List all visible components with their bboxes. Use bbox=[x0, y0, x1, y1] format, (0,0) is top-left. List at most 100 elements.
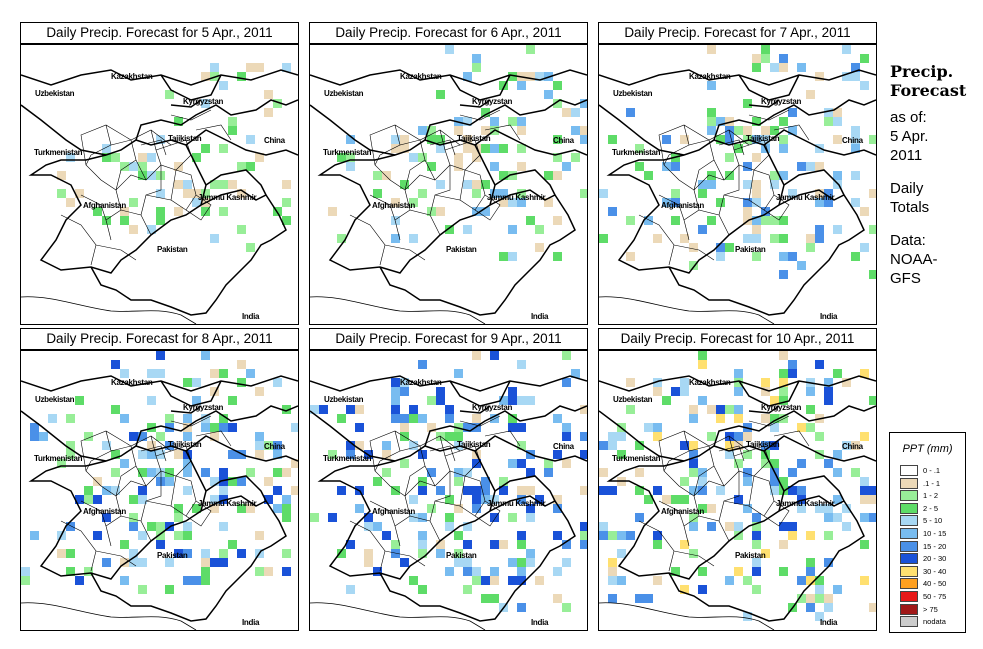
precip-cell bbox=[770, 171, 779, 180]
precip-cell bbox=[373, 189, 382, 198]
precip-cell bbox=[183, 180, 192, 189]
precip-cell bbox=[553, 135, 562, 144]
precip-map: Uzbekistan Kazakhstan Kyrgyzstan Tajikis… bbox=[598, 350, 877, 631]
precip-cell bbox=[427, 162, 436, 171]
precip-cell bbox=[833, 108, 842, 117]
precip-cell bbox=[815, 198, 824, 207]
precip-cell bbox=[183, 378, 192, 387]
precip-cell bbox=[39, 432, 48, 441]
precip-cell bbox=[608, 207, 617, 216]
precip-cell bbox=[418, 414, 427, 423]
precip-cell bbox=[463, 225, 472, 234]
data-line3: GFS bbox=[890, 270, 921, 287]
legend-swatch bbox=[900, 490, 918, 502]
precip-cell bbox=[255, 441, 264, 450]
label-kyrgyzstan: Kyrgyzstan bbox=[761, 97, 802, 106]
precip-cell bbox=[490, 540, 499, 549]
precip-cell bbox=[761, 207, 770, 216]
precip-cell bbox=[201, 72, 210, 81]
precip-cell bbox=[824, 459, 833, 468]
legend-label: 30 - 40 bbox=[923, 566, 947, 576]
precip-cell bbox=[617, 549, 626, 558]
label-kazakhstan: Kazakhstan bbox=[689, 378, 731, 387]
precip-cell bbox=[219, 414, 228, 423]
precip-cell bbox=[662, 198, 671, 207]
precip-cell bbox=[653, 423, 662, 432]
precip-cell bbox=[409, 495, 418, 504]
precip-cell bbox=[869, 225, 876, 234]
precip-cell bbox=[463, 72, 472, 81]
precip-cell bbox=[860, 81, 869, 90]
precip-cell bbox=[779, 117, 788, 126]
label-uzbekistan: Uzbekistan bbox=[613, 395, 653, 404]
precip-cell bbox=[743, 576, 752, 585]
precip-cell bbox=[860, 576, 869, 585]
label-china: China bbox=[842, 442, 863, 451]
label-turkmenistan: Turkmenistan bbox=[612, 148, 661, 157]
precip-cell bbox=[608, 486, 617, 495]
precip-cell bbox=[337, 549, 346, 558]
precip-cell bbox=[436, 387, 445, 396]
precip-cell bbox=[707, 108, 716, 117]
precip-cell bbox=[707, 432, 716, 441]
precip-cell bbox=[824, 603, 833, 612]
precip-cell bbox=[508, 387, 517, 396]
precip-cell bbox=[138, 486, 147, 495]
precip-cell bbox=[156, 432, 165, 441]
precip-cell bbox=[734, 414, 743, 423]
precip-map: Uzbekistan Kazakhstan Kyrgyzstan Tajikis… bbox=[309, 350, 588, 631]
precip-cell bbox=[743, 135, 752, 144]
precip-cell bbox=[355, 504, 364, 513]
precip-cell bbox=[165, 414, 174, 423]
precip-cell bbox=[617, 432, 626, 441]
precip-cell bbox=[156, 531, 165, 540]
label-tajikistan: Tajikistan bbox=[746, 440, 780, 449]
label-india: India bbox=[242, 618, 260, 627]
precip-cell bbox=[282, 180, 291, 189]
precip-cell bbox=[860, 540, 869, 549]
legend-label: 0 - .1 bbox=[923, 466, 941, 475]
precip-cell bbox=[580, 126, 587, 135]
precip-cell bbox=[779, 387, 788, 396]
precip-cell bbox=[463, 423, 472, 432]
map-canvas bbox=[599, 45, 876, 324]
forecast-panel-1: Daily Precip. Forecast for 5 Apr., 2011 bbox=[20, 22, 299, 325]
precip-cell bbox=[156, 207, 165, 216]
precip-cell bbox=[391, 378, 400, 387]
precip-cell bbox=[183, 432, 192, 441]
precip-cell bbox=[400, 459, 409, 468]
precip-cell bbox=[770, 441, 779, 450]
precip-map: Uzbekistan Kazakhstan Kyrgyzstan Tajikis… bbox=[20, 44, 299, 325]
precip-cell bbox=[391, 387, 400, 396]
precip-cell bbox=[156, 135, 165, 144]
precip-cell bbox=[373, 522, 382, 531]
label-china: China bbox=[553, 136, 574, 145]
precip-cell bbox=[752, 63, 761, 72]
precip-cell bbox=[472, 351, 481, 360]
precip-cell bbox=[400, 387, 409, 396]
precip-cell bbox=[445, 414, 454, 423]
precip-cell bbox=[526, 504, 535, 513]
precip-cell bbox=[770, 126, 779, 135]
precip-cell bbox=[499, 396, 508, 405]
precip-cell bbox=[84, 486, 93, 495]
country-borders bbox=[599, 375, 876, 622]
precip-cell bbox=[454, 441, 463, 450]
precip-cell bbox=[680, 441, 689, 450]
precip-cell bbox=[174, 180, 183, 189]
sidebar-info: Precip. Forecast as of: 5 Apr. 2011 Dail… bbox=[890, 62, 980, 288]
precip-cell bbox=[635, 468, 644, 477]
precip-cell bbox=[770, 396, 779, 405]
precip-cell bbox=[291, 486, 298, 495]
precip-cell bbox=[346, 441, 355, 450]
precip-cell bbox=[120, 369, 129, 378]
precip-cell bbox=[851, 126, 860, 135]
asof-line3: 2011 bbox=[890, 147, 923, 164]
precip-cell bbox=[102, 144, 111, 153]
precip-cell bbox=[734, 459, 743, 468]
legend-swatch bbox=[900, 502, 918, 514]
precip-cell bbox=[508, 198, 517, 207]
precip-cell bbox=[580, 531, 587, 540]
precip-cell bbox=[129, 558, 138, 567]
precip-cell bbox=[481, 180, 490, 189]
